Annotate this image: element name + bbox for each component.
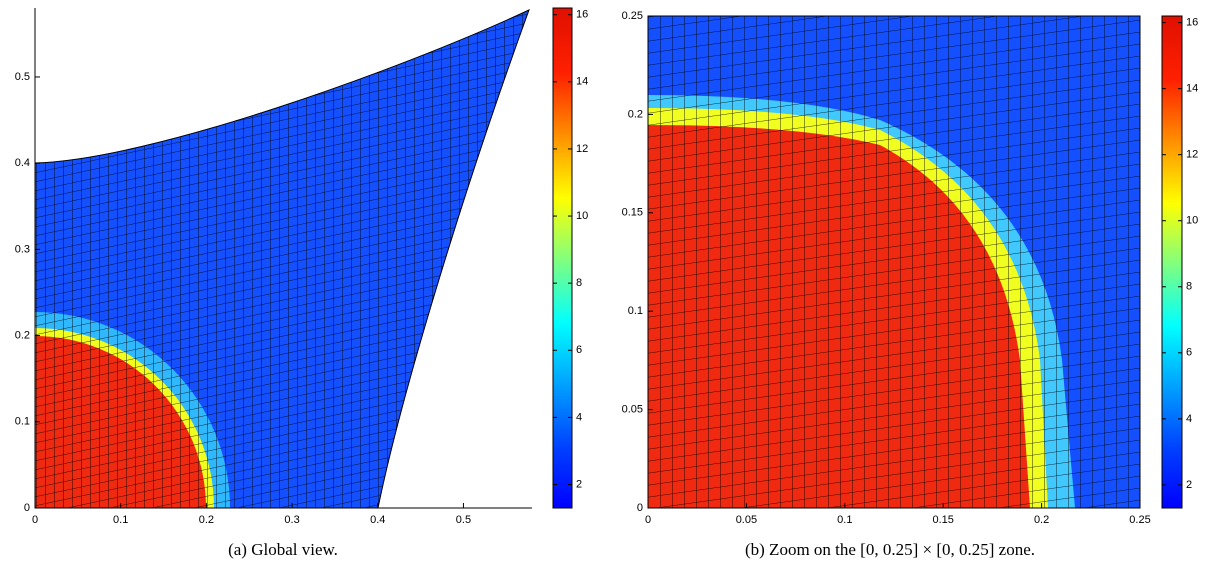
x-tick-label: 0.5 bbox=[456, 514, 471, 526]
caption: (b) Zoom on the [0, 0.25] × [0, 0.25] zo… bbox=[745, 540, 1035, 559]
x-tick-label: 0.2 bbox=[199, 514, 214, 526]
colorbar-tick-label: 16 bbox=[576, 9, 588, 21]
colorbar-tick-label: 4 bbox=[576, 411, 582, 423]
colorbar-tick-label: 16 bbox=[1186, 17, 1198, 29]
mesh-a bbox=[35, 10, 529, 508]
y-tick-label: 0.1 bbox=[628, 305, 643, 317]
y-tick-label: 0 bbox=[24, 502, 30, 514]
colorbar-tick-label: 8 bbox=[576, 277, 582, 289]
colorbar-b bbox=[1162, 16, 1182, 508]
y-tick-label: 0.05 bbox=[622, 404, 643, 416]
x-tick-label: 0.3 bbox=[284, 514, 299, 526]
colorbar-tick-label: 2 bbox=[1186, 479, 1192, 491]
mesh-b bbox=[648, 16, 1140, 508]
x-tick-label: 0 bbox=[32, 514, 38, 526]
x-tick-label: 0.2 bbox=[1034, 514, 1049, 526]
colorbar-a bbox=[553, 8, 572, 508]
colorbar-tick-label: 14 bbox=[1186, 83, 1198, 95]
x-tick-label: 0.15 bbox=[932, 514, 953, 526]
x-tick-label: 0.05 bbox=[736, 514, 757, 526]
colorbar-tick-label: 12 bbox=[1186, 149, 1198, 161]
axes-box bbox=[647, 15, 1141, 509]
y-tick-label: 0 bbox=[637, 502, 643, 514]
colorbar-tick-label: 10 bbox=[576, 210, 588, 222]
y-tick-label: 0.3 bbox=[15, 243, 30, 255]
colorbar-tick-label: 6 bbox=[576, 344, 582, 356]
y-tick-label: 0.5 bbox=[15, 71, 30, 83]
x-tick-label: 0.1 bbox=[837, 514, 852, 526]
y-tick-label: 0.1 bbox=[15, 416, 30, 428]
colorbar-tick-label: 10 bbox=[1186, 215, 1198, 227]
colorbar-tick-label: 14 bbox=[576, 76, 588, 88]
x-tick-label: 0.4 bbox=[370, 514, 385, 526]
domain-outline bbox=[34, 9, 530, 509]
colorbar-tick-label: 6 bbox=[1186, 347, 1192, 359]
y-tick-label: 0.2 bbox=[15, 329, 30, 341]
y-tick-label: 0.4 bbox=[15, 157, 30, 169]
colorbar-frame bbox=[552, 7, 573, 509]
y-tick-label: 0.25 bbox=[622, 10, 643, 22]
colorbar-tick-label: 12 bbox=[576, 143, 588, 155]
x-tick-label: 0.25 bbox=[1129, 514, 1150, 526]
colorbar-tick-label: 4 bbox=[1186, 413, 1192, 425]
x-tick-label: 0 bbox=[645, 514, 651, 526]
x-tick-label: 0.1 bbox=[113, 514, 128, 526]
colorbar-tick-label: 8 bbox=[1186, 281, 1192, 293]
caption: (a) Global view. bbox=[228, 540, 338, 559]
colorbar-frame bbox=[1161, 15, 1183, 509]
y-tick-label: 0.15 bbox=[622, 207, 643, 219]
colorbar-tick-label: 2 bbox=[576, 478, 582, 490]
y-tick-label: 0.2 bbox=[628, 108, 643, 120]
